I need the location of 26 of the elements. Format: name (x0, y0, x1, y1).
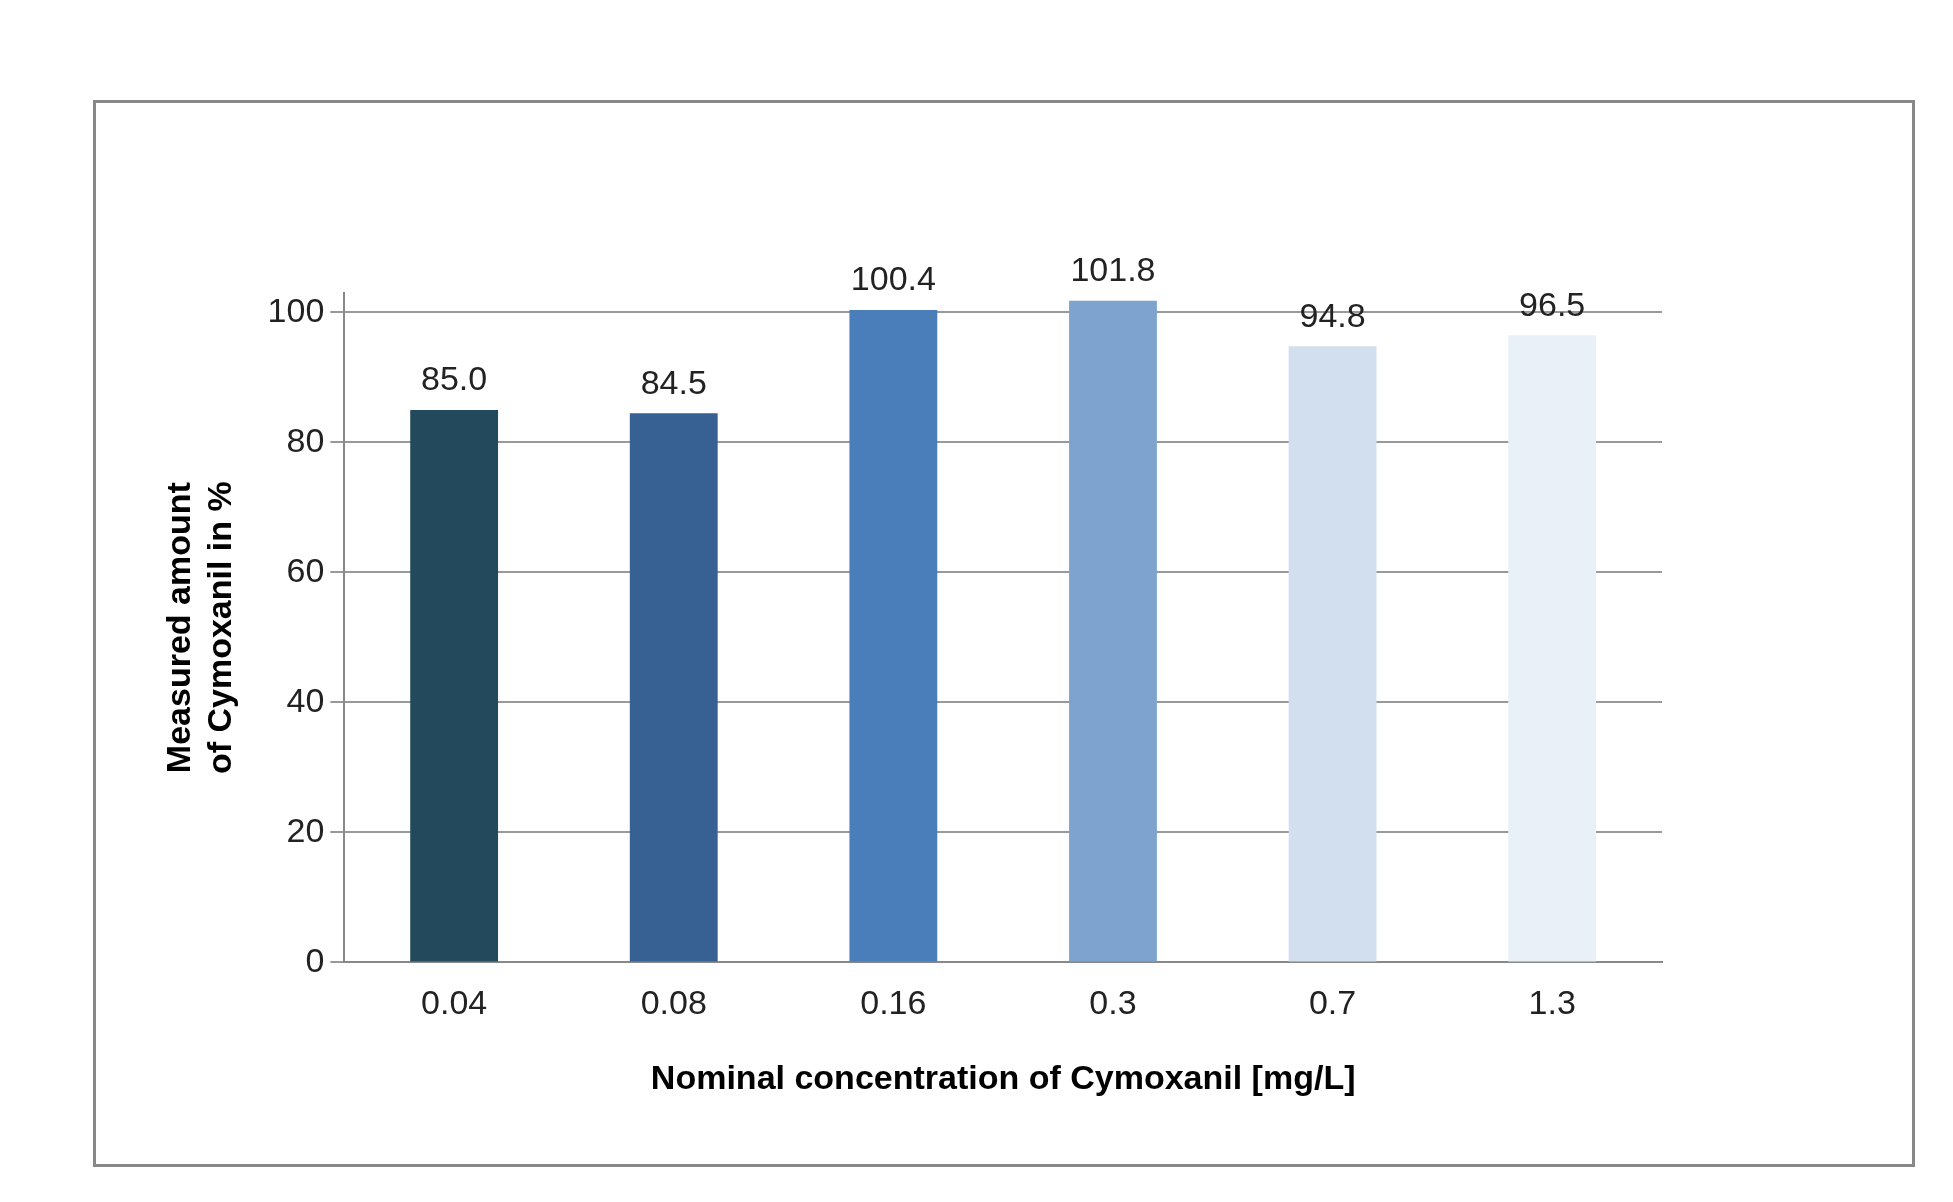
data-label: 100.4 (850, 259, 936, 298)
bar (849, 309, 938, 962)
data-label: 85.0 (421, 359, 488, 398)
y-tick-label: 20 (286, 810, 325, 849)
y-axis-title: Measured amount of Cymoxanil in % (158, 481, 238, 775)
x-tick-label: 0.16 (860, 983, 927, 1022)
data-label: 96.5 (1519, 284, 1586, 323)
y-tick-label: 40 (286, 680, 325, 719)
x-tick-label: 0.08 (640, 983, 707, 1022)
bar (410, 409, 499, 962)
x-tick-label: 1.3 (1528, 983, 1576, 1022)
data-label: 84.5 (640, 362, 707, 401)
x-tick-label: 0.7 (1308, 983, 1357, 1022)
data-label: 94.8 (1299, 295, 1366, 334)
y-tick-label: 0 (305, 940, 325, 979)
data-label: 101.8 (1070, 250, 1156, 289)
bar (1288, 346, 1377, 962)
y-tick-label: 100 (267, 290, 325, 329)
y-tick-label: 80 (286, 420, 325, 459)
x-tick-label: 0.04 (421, 983, 488, 1022)
bar (629, 413, 718, 962)
bar (1069, 300, 1157, 962)
y-tick-label: 60 (286, 550, 325, 589)
bar (1508, 335, 1597, 962)
x-tick-label: 0.3 (1089, 983, 1137, 1022)
x-axis-title: Nominal concentration of Cymoxanil [mg/L] (650, 1057, 1356, 1096)
